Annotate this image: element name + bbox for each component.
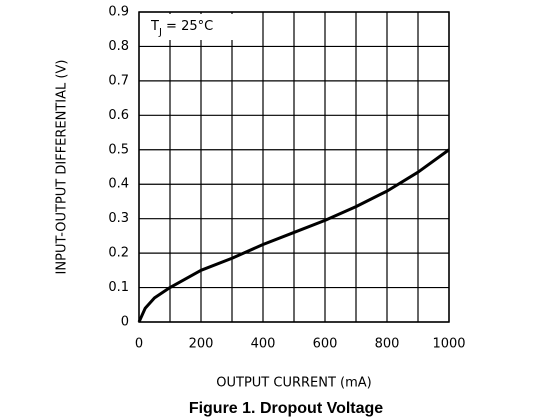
annotation: TJ = 25°C (150, 19, 213, 38)
x-axis-label: OUTPUT CURRENT (mA) (216, 376, 372, 391)
y-tick-label: 0.8 (108, 39, 129, 54)
y-tick-label: 0.5 (108, 142, 129, 157)
x-tick-label: 1000 (432, 337, 465, 352)
annotation-part: T (150, 19, 159, 34)
plot-frame (138, 11, 450, 323)
y-tick-label: 0.1 (108, 280, 129, 295)
annotation-bg (145, 14, 237, 40)
x-tick-label: 600 (313, 337, 338, 352)
annotation-part: = 25°C (162, 19, 213, 34)
x-tick-label: 200 (189, 337, 214, 352)
data-line (137, 148, 450, 323)
x-tick-label: 0 (135, 337, 143, 352)
x-tick-label: 400 (251, 337, 276, 352)
y-tick-label: 0.2 (108, 246, 129, 261)
caption: Figure 1. Dropout Voltage (189, 400, 383, 417)
annotation-part: J (158, 27, 162, 38)
y-axis-label: INPUT-OUTPUT DIFFERENTIAL (V) (55, 60, 70, 275)
x-tick-label: 800 (375, 337, 400, 352)
y-tick-label: 0.4 (108, 177, 129, 192)
y-tick-label: 0.3 (108, 211, 129, 226)
y-tick-label: 0.9 (108, 5, 129, 20)
y-tick-label: 0.6 (108, 108, 129, 123)
y-tick-label: 0.7 (108, 73, 129, 88)
y-tick-label: 0 (121, 315, 129, 330)
